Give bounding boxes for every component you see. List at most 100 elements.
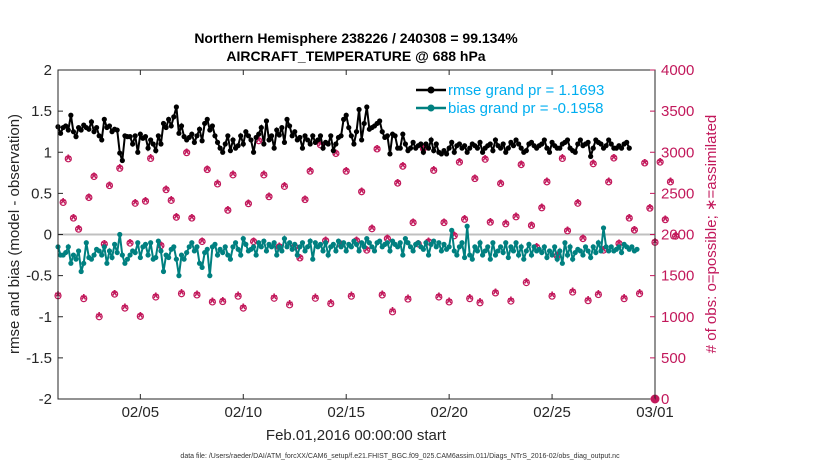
rmse-point xyxy=(541,137,547,143)
obs-possible-point xyxy=(280,182,289,190)
rmse-point xyxy=(498,145,504,151)
bias-point xyxy=(261,238,267,244)
rmse-point xyxy=(217,145,223,151)
obs-possible-point xyxy=(111,290,119,298)
rmse-point xyxy=(68,112,74,118)
rmse-point xyxy=(106,123,113,129)
bias-point xyxy=(405,240,411,246)
rmse-point xyxy=(261,141,267,147)
chart-title-line2: AIRCRAFT_TEMPERATURE @ 688 hPa xyxy=(226,48,485,64)
rmse-point xyxy=(248,137,254,143)
obs-possible-point xyxy=(507,297,515,305)
rmse-point xyxy=(78,127,84,133)
bias-point xyxy=(634,246,640,252)
obs-possible-point xyxy=(455,158,464,166)
bias-point xyxy=(564,252,571,258)
bias-point xyxy=(235,246,241,252)
right-y-tick-label: 500 xyxy=(661,350,686,367)
obs-possible-point xyxy=(203,165,211,174)
bias-point xyxy=(441,241,447,247)
obs-possible-point xyxy=(404,295,412,303)
rmse-point xyxy=(546,149,553,155)
rmse-point xyxy=(305,137,311,143)
bias-point xyxy=(356,248,362,254)
rmse-point xyxy=(598,141,604,147)
rmse-point xyxy=(359,137,365,143)
rmse-point xyxy=(279,124,285,131)
rmse-point xyxy=(99,137,105,143)
right-y-tick-label: 3000 xyxy=(661,144,694,161)
bias-point xyxy=(590,244,596,250)
bias-point xyxy=(348,244,354,250)
bias-point xyxy=(297,244,303,250)
obs-assimilated-point: * xyxy=(359,186,366,203)
obs-assimilated-point: * xyxy=(189,212,196,229)
bias-point xyxy=(554,256,560,262)
bias-point xyxy=(451,248,457,254)
rmse-point xyxy=(101,116,107,122)
rmse-point xyxy=(153,148,159,154)
obs-possible-point xyxy=(193,291,201,299)
bias-point xyxy=(112,241,118,247)
obs-assimilated-point: * xyxy=(564,225,571,242)
x-tick-label: 03/01 xyxy=(636,404,674,421)
rmse-point xyxy=(191,139,197,145)
obs-possible-point xyxy=(394,179,402,187)
rmse-point xyxy=(544,145,550,151)
obs-possible-point xyxy=(270,294,278,302)
bias-point xyxy=(371,248,378,254)
obs-possible-point xyxy=(527,221,536,230)
bias-point xyxy=(353,241,360,247)
obs-possible-point xyxy=(306,167,314,175)
rmse-point xyxy=(86,126,92,132)
bias-point xyxy=(109,254,115,261)
x-tick-label: 02/25 xyxy=(533,404,571,421)
obs-assimilated-point: * xyxy=(312,292,319,309)
left-y-axis-label: rmse and bias (model - observation) xyxy=(6,114,23,354)
rmse-point xyxy=(274,127,280,133)
rmse-point xyxy=(176,130,182,136)
obs-possible-point xyxy=(285,301,294,309)
obs-assimilated-point: * xyxy=(487,216,494,233)
obs-assimilated-point: * xyxy=(405,292,412,309)
rmse-point xyxy=(250,149,257,155)
obs-possible-point xyxy=(59,198,67,207)
bias-point xyxy=(562,240,568,246)
bias-point xyxy=(479,252,486,258)
bias-point xyxy=(207,273,213,279)
obs-possible-point xyxy=(641,159,649,167)
bias-point xyxy=(539,249,545,256)
obs-assimilated-point: * xyxy=(503,218,510,235)
obs-assimilated-point: * xyxy=(431,164,438,181)
bias-point xyxy=(436,240,442,246)
obs-assimilated-point: * xyxy=(75,223,82,240)
obs-assimilated-point: * xyxy=(142,195,149,212)
bias-point xyxy=(122,260,128,266)
rmse-point xyxy=(142,134,149,140)
obs-possible-point xyxy=(126,239,134,247)
rmse-point xyxy=(145,145,151,151)
obs-possible-point xyxy=(358,188,366,196)
bias-point xyxy=(361,244,367,250)
bias-point xyxy=(250,244,257,250)
bias-point xyxy=(220,249,226,256)
obs-assimilated-point: * xyxy=(389,305,396,322)
rmse-point xyxy=(93,124,100,131)
rmse-point xyxy=(490,148,496,154)
bias-point xyxy=(114,249,120,256)
rmse-point xyxy=(168,123,174,129)
obs-count-markers: * * * * * * * * * * * * * * * * * * * * * * * * * * * * * * * * * * * * * * * *… xyxy=(54,135,679,404)
rmse-point xyxy=(461,143,468,149)
legend-bias-marker xyxy=(427,104,435,112)
obs-assimilated-point: * xyxy=(636,287,643,304)
obs-assimilated-point: * xyxy=(585,294,592,311)
obs-assimilated-point: * xyxy=(148,152,155,169)
right-y-axis-label: # of obs: o=possible; ∗=assimilated xyxy=(703,115,720,354)
bias-point xyxy=(199,264,205,270)
bias-point xyxy=(469,256,475,262)
bias-point xyxy=(83,240,89,246)
rmse-point xyxy=(155,133,161,139)
rmse-point xyxy=(505,145,511,151)
rmse-point xyxy=(194,133,200,139)
obs-possible-point xyxy=(502,220,510,228)
